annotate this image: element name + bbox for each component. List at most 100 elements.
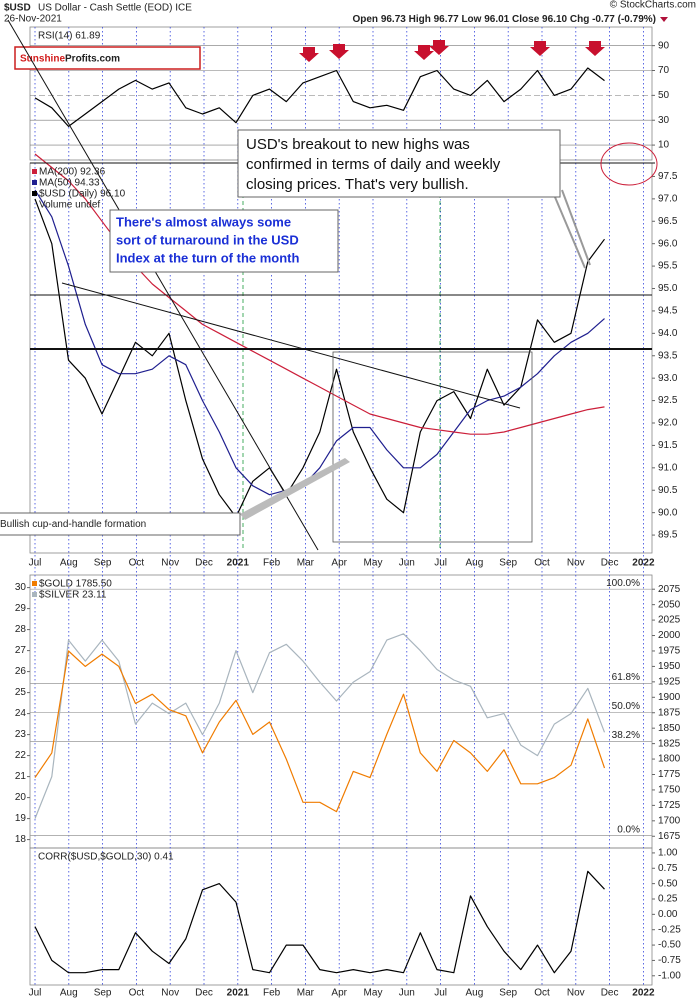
x-tick-label: 2021: [227, 988, 250, 999]
y-tick-label: 10: [658, 140, 670, 151]
x-tick-label: 2022: [632, 558, 655, 569]
fib-label: 61.8%: [612, 672, 640, 683]
x-tick-label: Jul: [29, 988, 42, 999]
x-tick-label: Nov: [161, 558, 179, 569]
fib-label: 38.2%: [612, 730, 640, 741]
y-tick-label: 91.5: [658, 440, 678, 451]
handle-box: [332, 351, 533, 543]
x-tick-label: Sep: [94, 558, 112, 569]
logo-part1: Sunshine: [20, 53, 65, 64]
y2-tick-label: 1825: [658, 738, 681, 749]
y2-tick-label: 1775: [658, 769, 681, 780]
x-tick-label: Dec: [601, 988, 619, 999]
low-label: Low: [461, 14, 481, 25]
y-tick-label: 0.00: [658, 909, 678, 920]
x-tick-label: Jul: [434, 558, 447, 569]
y-tick-label: 90.5: [658, 485, 678, 496]
y-tick-label: 93.5: [658, 350, 678, 361]
y2-tick-label: 2050: [658, 599, 681, 610]
x-tick-label: Mar: [297, 988, 315, 999]
x-tick-label: Jul: [29, 558, 42, 569]
quote: Open 96.73 High 96.77 Low 96.01 Close 96…: [352, 14, 656, 25]
y2-tick-label: 1900: [658, 692, 681, 703]
y-tick-label: 97.0: [658, 194, 678, 205]
y-tick-label: 96.0: [658, 238, 678, 249]
legend-label: $SILVER 23.11: [39, 590, 107, 601]
y-tick-label: 89.5: [658, 530, 678, 541]
y2-tick-label: 1950: [658, 661, 681, 672]
rsi-arrows: [299, 40, 605, 62]
x-tick-label: Feb: [263, 558, 281, 569]
x-tick-label: Oct: [534, 988, 550, 999]
x-tick-label: Mar: [297, 558, 315, 569]
y-tick-label: 93.0: [658, 373, 678, 384]
legend-swatch: [32, 180, 37, 185]
series-line: [34, 67, 605, 128]
y2-tick-label: 2025: [658, 615, 681, 626]
trend-line: [61, 282, 521, 409]
low: 96.01: [484, 14, 509, 25]
down-arrow: [660, 17, 668, 22]
y-tick-label: 19: [15, 813, 27, 824]
credit: © StockCharts.com: [610, 0, 696, 11]
open-label: Open: [352, 14, 378, 25]
x-tick-label: Aug: [466, 988, 484, 999]
x-tick-label: Jun: [399, 558, 415, 569]
y-tick-label: 28: [15, 624, 27, 635]
x-tick-label: Feb: [263, 988, 281, 999]
y2-tick-label: 1750: [658, 785, 681, 796]
y-tick-label: 21: [15, 771, 27, 782]
annotation: sort of turnaround in the USD: [116, 232, 299, 247]
date: 26-Nov-2021: [4, 14, 62, 25]
legend-swatch: [32, 191, 37, 196]
y2-tick-label: 1850: [658, 723, 681, 734]
y-tick-label: 91.0: [658, 462, 678, 473]
series-line: [34, 198, 605, 518]
close-label: Close: [512, 14, 540, 25]
y-tick-label: 97.5: [658, 171, 678, 182]
x-tick-label: Sep: [499, 988, 517, 999]
annotation: closing prices. That's very bullish.: [246, 176, 469, 193]
legend-swatch: [32, 592, 37, 597]
annotation: confirmed in terms of daily and weekly: [246, 156, 501, 173]
arrow: [530, 41, 550, 56]
arrow: [429, 40, 449, 55]
high-label: High: [409, 14, 431, 25]
y-tick-label: 0.75: [658, 863, 678, 874]
arrow: [585, 41, 605, 56]
y2-tick-label: 1925: [658, 676, 681, 687]
arrow: [299, 47, 319, 62]
x-tick-label: Aug: [466, 558, 484, 569]
series-line: [34, 189, 605, 496]
y-tick-label: 25: [15, 687, 27, 698]
y-tick-label: 29: [15, 603, 27, 614]
x-tick-label: Oct: [129, 988, 145, 999]
x-tick-label: Nov: [567, 988, 585, 999]
y-tick-label: 90.0: [658, 507, 678, 518]
y-tick-label: 92.5: [658, 395, 678, 406]
y-tick-label: 30: [15, 582, 27, 593]
x-tick-label: 2022: [632, 988, 655, 999]
high: 96.77: [434, 14, 459, 25]
x-tick-label: Apr: [331, 558, 347, 569]
open: 96.73: [381, 14, 406, 25]
y-tick-label: -0.75: [658, 955, 681, 966]
y-tick-label: -0.50: [658, 940, 681, 951]
x-tick-label: May: [364, 558, 383, 569]
y-tick-label: 95.5: [658, 261, 678, 272]
annotation: There's almost always some: [116, 214, 291, 229]
arrow: [329, 44, 349, 59]
y-tick-label: 26: [15, 666, 27, 677]
y-tick-label: 95.0: [658, 283, 678, 294]
y-tick-label: -0.25: [658, 924, 681, 935]
legend-swatch: [32, 169, 37, 174]
annotation-box: [237, 129, 561, 198]
y2-tick-label: 1800: [658, 754, 681, 765]
annotation: Bullish cup-and-handle formation: [0, 519, 146, 530]
annotation-box: [0, 512, 241, 536]
y2-tick-label: 1675: [658, 831, 681, 842]
x-tick-label: Dec: [195, 988, 213, 999]
symbol: $USD: [4, 3, 31, 14]
pointer: [240, 458, 350, 520]
